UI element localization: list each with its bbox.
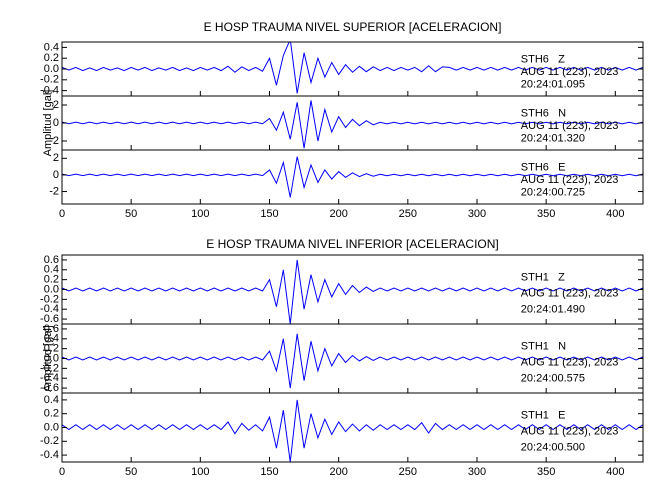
x-tick-label: 100: [191, 466, 209, 478]
y-tick-label: -0.2: [40, 293, 59, 305]
station-label: STH6 Z: [521, 54, 565, 66]
x-tick-label: 300: [468, 466, 486, 478]
y-tick-label: -0.2: [40, 74, 59, 86]
y-tick-label: -0.4: [40, 85, 59, 97]
y-tick-label: 0.6: [44, 254, 59, 266]
time-label: 20:24:01.095: [521, 79, 585, 91]
y-tick-label: -2: [49, 185, 59, 197]
trace: [62, 42, 643, 94]
y-tick-label: -0.4: [40, 372, 59, 384]
station-label: STH1 E: [521, 410, 566, 422]
y-axis-label: Amplitud [gal]: [42, 90, 54, 157]
y-tick-label: 0: [53, 169, 59, 181]
x-tick-label: 200: [329, 208, 347, 220]
y-tick-label: 0.4: [44, 394, 59, 406]
y-tick-label: 0.2: [44, 274, 59, 286]
station-label: STH1 N: [521, 341, 566, 353]
x-tick-label: 300: [468, 208, 486, 220]
x-tick-label: 0: [59, 466, 65, 478]
trace: [62, 100, 643, 149]
time-label: 20:24:01.320: [521, 133, 585, 145]
time-label: 20:24:00.500: [521, 441, 585, 453]
trace: [62, 399, 643, 462]
date-label: AUG 11 (223), 2023: [521, 357, 619, 369]
x-tick-label: 150: [260, 208, 278, 220]
y-tick-label: -0.4: [40, 303, 59, 315]
trace: [62, 156, 643, 198]
y-tick-label: -2: [49, 135, 59, 147]
x-tick-label: 250: [399, 466, 417, 478]
date-label: AUG 11 (223), 2023: [521, 120, 619, 132]
x-tick-label: 400: [606, 208, 624, 220]
x-tick-label: 50: [125, 208, 137, 220]
y-tick-label: 2: [53, 99, 59, 111]
x-tick-label: 250: [399, 208, 417, 220]
y-tick-label: 0.4: [44, 41, 59, 53]
station-label: STH6 E: [521, 162, 566, 174]
time-label: 20:24:00.575: [521, 372, 585, 384]
station-label: STH6 N: [521, 108, 566, 120]
y-tick-label: -0.6: [40, 382, 59, 394]
y-tick-label: 0.2: [44, 408, 59, 420]
y-tick-label: 0.2: [44, 343, 59, 355]
y-tick-label: 0.6: [44, 323, 59, 335]
y-tick-label: -0.2: [40, 362, 59, 374]
y-tick-label: 2: [53, 152, 59, 164]
y-tick-label: 0.4: [44, 264, 59, 276]
subplot-frame: [61, 149, 644, 205]
x-tick-label: 150: [260, 466, 278, 478]
y-axis-label: Amplitud [gal]: [42, 325, 54, 392]
time-label: 20:24:01.490: [521, 303, 585, 315]
date-label: AUG 11 (223), 2023: [521, 288, 619, 300]
chart-title: E HOSP TRAUMA NIVEL SUPERIOR [ACELERACIO…: [204, 20, 502, 34]
x-tick-label: 350: [537, 208, 555, 220]
x-tick-label: 0: [59, 208, 65, 220]
time-label: 20:24:00.725: [521, 187, 585, 199]
y-tick-label: 0.0: [44, 352, 59, 364]
x-tick-label: 100: [191, 208, 209, 220]
y-tick-label: 0.0: [44, 63, 59, 75]
date-label: AUG 11 (223), 2023: [521, 174, 619, 186]
date-label: AUG 11 (223), 2023: [521, 426, 619, 438]
x-tick-label: 200: [329, 466, 347, 478]
y-tick-label: 0: [53, 117, 59, 129]
trace: [62, 333, 643, 389]
x-tick-label: 50: [125, 466, 137, 478]
date-label: AUG 11 (223), 2023: [521, 66, 619, 78]
y-tick-label: 0.2: [44, 52, 59, 64]
y-tick-label: 0.0: [44, 283, 59, 295]
y-tick-label: 0.0: [44, 421, 59, 433]
y-tick-label: -0.2: [40, 435, 59, 447]
y-tick-label: -0.6: [40, 313, 59, 325]
x-tick-label: 400: [606, 466, 624, 478]
trace: [62, 259, 643, 324]
y-tick-label: -0.4: [40, 449, 59, 461]
y-tick-label: 0.4: [44, 333, 59, 345]
chart-title: E HOSP TRAUMA NIVEL INFERIOR [ACELERACIO…: [206, 237, 499, 251]
station-label: STH1 Z: [521, 272, 565, 284]
x-tick-label: 350: [537, 466, 555, 478]
